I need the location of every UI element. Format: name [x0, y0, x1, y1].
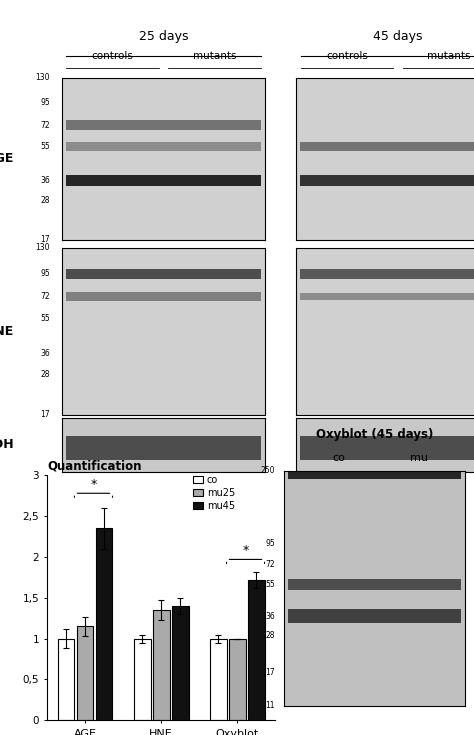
Text: 250: 250	[260, 466, 275, 475]
Text: Quantification: Quantification	[47, 460, 142, 473]
Text: *: *	[242, 544, 249, 557]
Text: 55: 55	[40, 142, 50, 151]
Text: 55: 55	[265, 580, 275, 589]
Bar	[77, 626, 93, 720]
Text: mu: mu	[410, 453, 428, 463]
Text: AGE: AGE	[0, 152, 14, 165]
Text: 36: 36	[40, 176, 50, 184]
Text: 130: 130	[35, 74, 50, 82]
Text: 45 days: 45 days	[374, 30, 423, 43]
Text: mutants: mutants	[193, 51, 236, 61]
Text: 130: 130	[35, 243, 50, 253]
Text: co: co	[332, 453, 345, 463]
Bar	[301, 269, 474, 279]
Text: 17: 17	[265, 668, 275, 678]
Bar	[134, 639, 151, 720]
Text: 55: 55	[40, 314, 50, 323]
Bar	[288, 609, 461, 623]
Text: 72: 72	[40, 121, 50, 129]
Bar	[66, 293, 261, 301]
Text: *: *	[91, 478, 97, 491]
Bar	[288, 462, 461, 478]
Bar	[301, 436, 474, 460]
Text: 95: 95	[40, 269, 50, 279]
Bar	[96, 528, 112, 720]
Text: controls: controls	[326, 51, 368, 61]
Bar	[66, 436, 261, 460]
Text: 28: 28	[265, 631, 275, 639]
Bar	[210, 639, 227, 720]
Bar	[58, 639, 74, 720]
Text: 17: 17	[40, 411, 50, 420]
Text: mutants: mutants	[428, 51, 471, 61]
Text: 72: 72	[265, 560, 275, 569]
Bar	[66, 121, 261, 130]
Bar	[172, 606, 189, 720]
Bar	[229, 639, 246, 720]
Bar	[288, 578, 461, 590]
Text: GAPDH: GAPDH	[0, 439, 14, 451]
Text: 36: 36	[40, 349, 50, 358]
Text: controls: controls	[91, 51, 134, 61]
Bar	[301, 142, 474, 151]
Text: 25 days: 25 days	[139, 30, 188, 43]
Text: 72: 72	[40, 292, 50, 301]
Bar	[248, 580, 264, 720]
Bar	[301, 175, 474, 186]
Bar	[301, 293, 474, 300]
Text: 36: 36	[265, 612, 275, 621]
Text: 28: 28	[40, 370, 50, 379]
Text: 95: 95	[40, 98, 50, 107]
Bar	[66, 175, 261, 186]
Text: 28: 28	[40, 196, 50, 205]
Text: Oxyblot (45 days): Oxyblot (45 days)	[316, 429, 433, 441]
Text: 11: 11	[265, 701, 275, 710]
Bar	[66, 143, 261, 151]
Bar	[66, 269, 261, 279]
Text: 95: 95	[265, 539, 275, 548]
Bar	[153, 610, 170, 720]
Text: 17: 17	[40, 235, 50, 245]
Legend: co, mu25, mu45: co, mu25, mu45	[193, 476, 235, 511]
Text: HNE: HNE	[0, 325, 14, 338]
